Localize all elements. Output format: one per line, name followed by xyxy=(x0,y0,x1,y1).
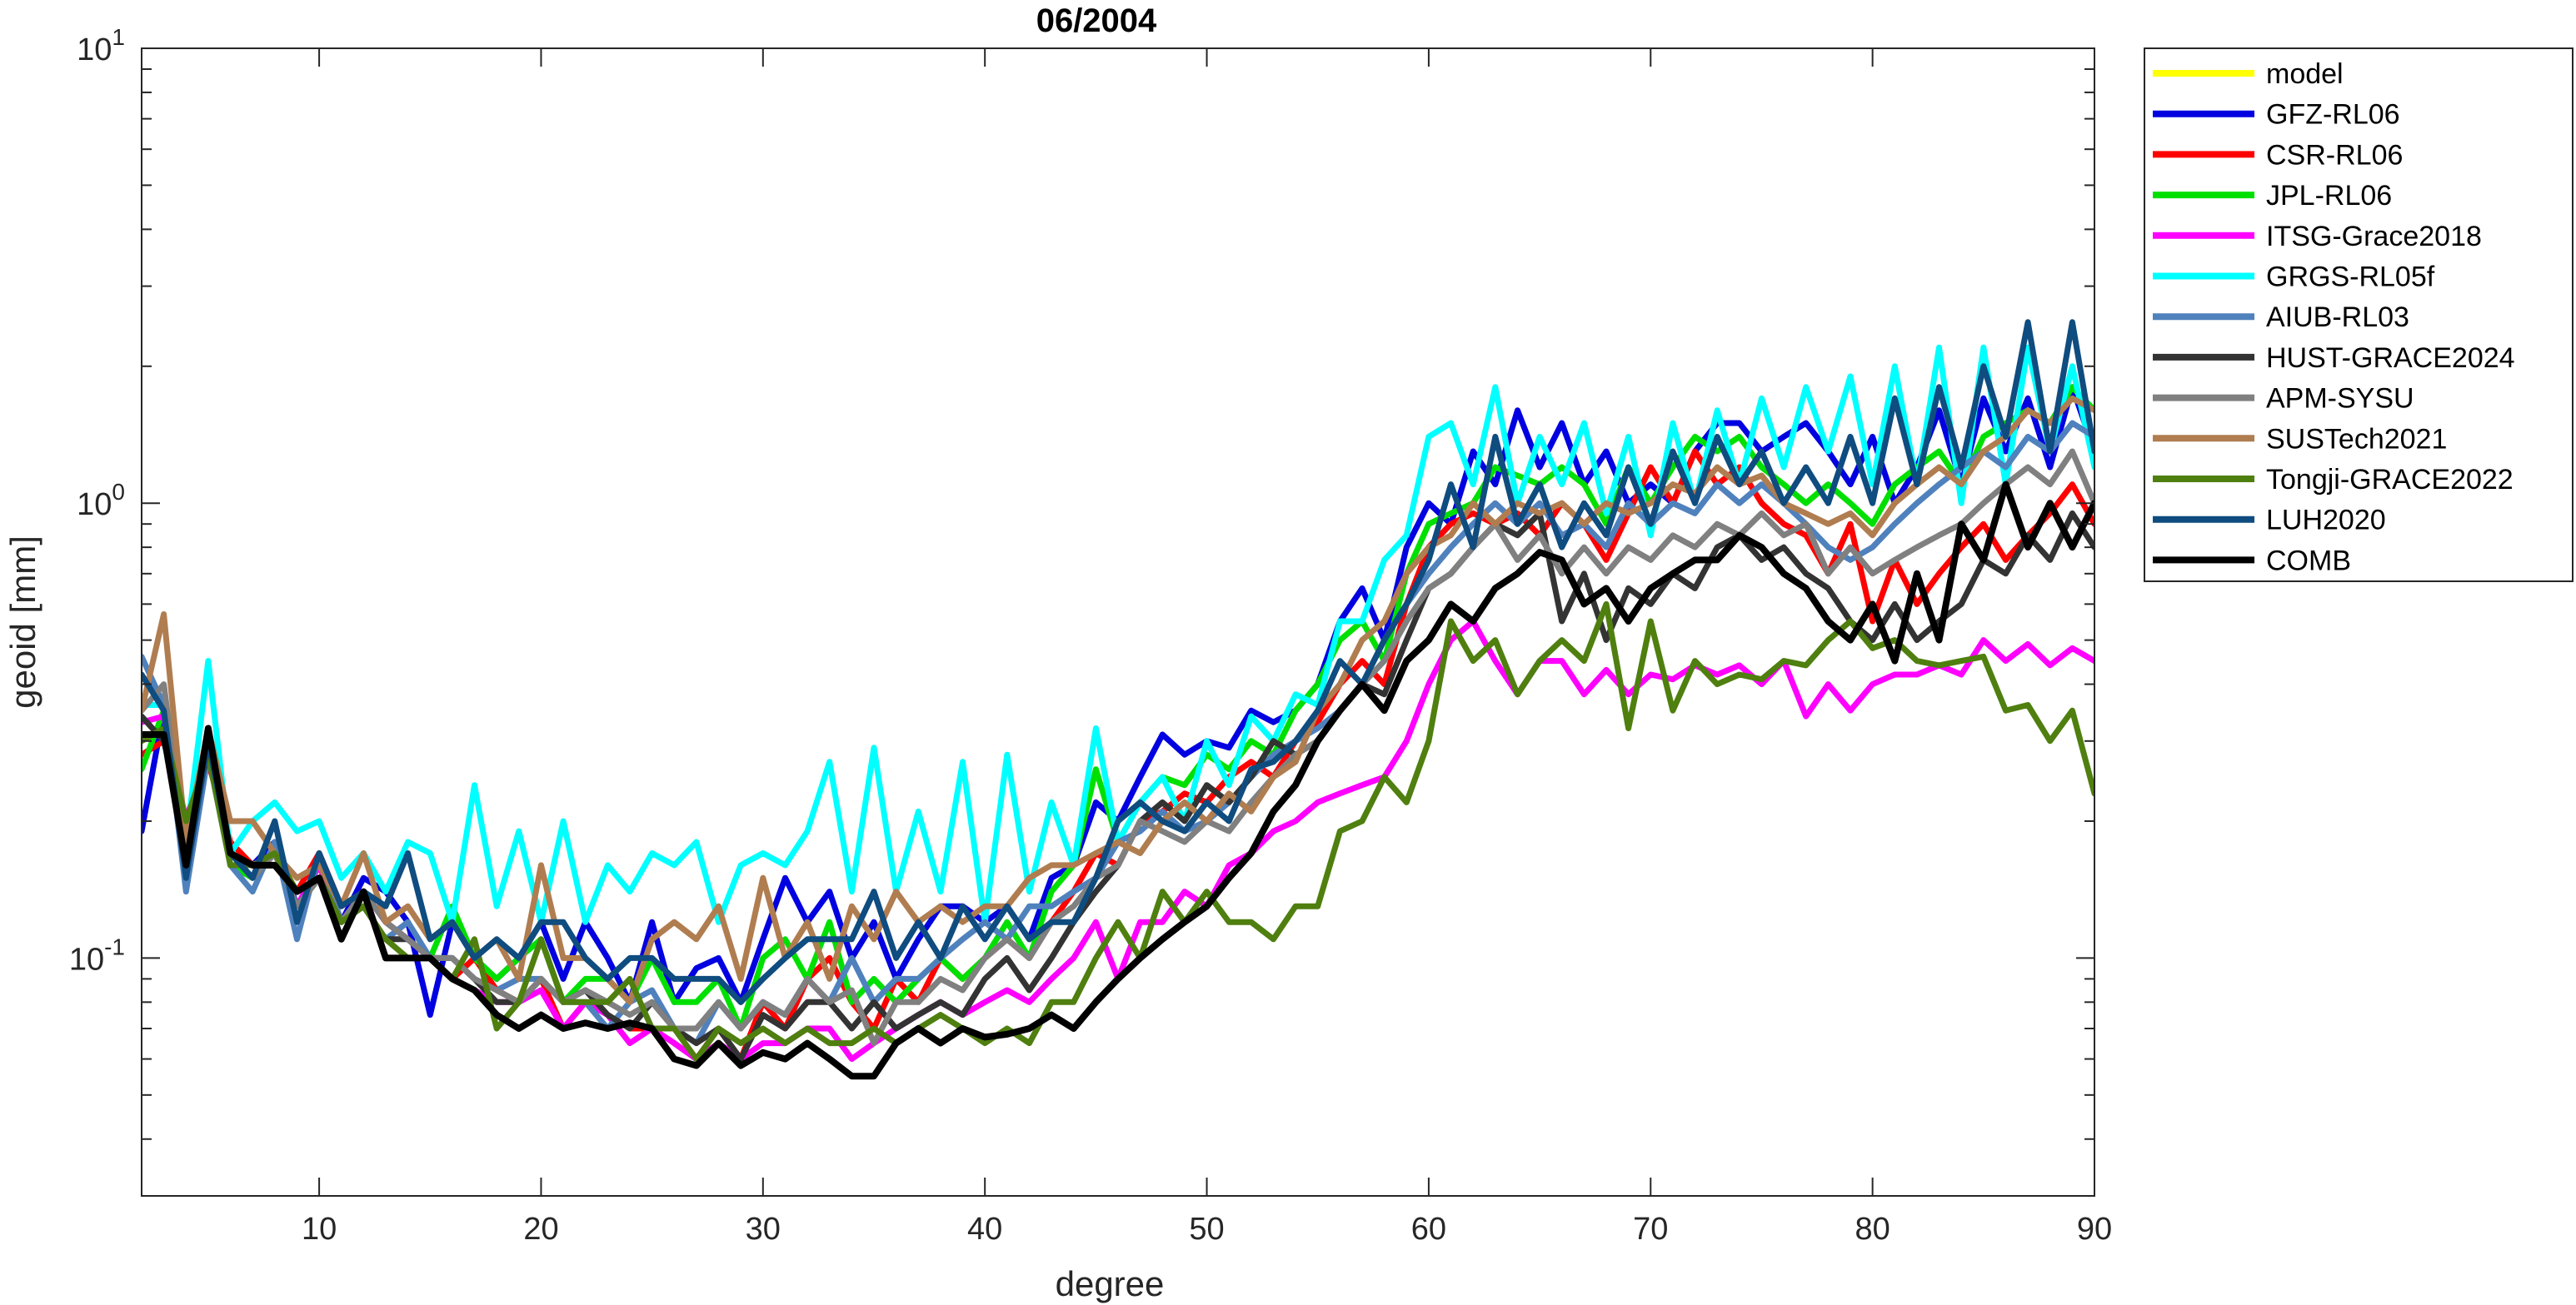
legend-label-itsg-grace2018: ITSG-Grace2018 xyxy=(2266,221,2482,252)
y-tick-label: 10-1 xyxy=(69,934,125,977)
legend-label-jpl-rl06: JPL-RL06 xyxy=(2266,180,2392,212)
x-tick-label: 10 xyxy=(302,1212,337,1247)
x-tick-label: 20 xyxy=(523,1212,558,1247)
y-axis-label: geoid [mm] xyxy=(3,535,42,709)
chart-title: 06/2004 xyxy=(1036,2,1157,39)
x-axis-label: degree xyxy=(1056,1264,1165,1303)
series-line-grgs-rl05f xyxy=(142,344,2094,925)
legend-label-sustech2021: SUSTech2021 xyxy=(2266,423,2447,455)
legend-label-gfz-rl06: GFZ-RL06 xyxy=(2266,99,2400,131)
legend-label-grgs-rl05f: GRGS-RL05f xyxy=(2266,261,2435,293)
x-tick-label: 50 xyxy=(1189,1212,1224,1247)
legend-label-apm-sysu: APM-SYSU xyxy=(2266,383,2414,415)
axis-ticks: 10 20 30 40 50 60 70 80 90 10-1 100 101 xyxy=(69,24,2112,1247)
y-tick-label: 100 xyxy=(77,479,125,522)
x-tick-label: 60 xyxy=(1411,1212,1446,1247)
legend-label-tongji-grace2022: Tongji-GRACE2022 xyxy=(2266,464,2514,496)
legend-label-comb: COMB xyxy=(2266,545,2351,576)
y-tick-label: 101 xyxy=(77,24,125,67)
x-tick-label: 40 xyxy=(967,1212,1002,1247)
series-line-luh2020 xyxy=(142,319,2094,1005)
legend-label-csr-rl06: CSR-RL06 xyxy=(2266,139,2403,171)
series-line-apm-sysu xyxy=(142,448,2094,1047)
series-line-tongji-grace2022 xyxy=(142,600,2094,1063)
x-tick-label: 30 xyxy=(746,1212,781,1247)
x-tick-label: 70 xyxy=(1633,1212,1668,1247)
x-tick-label: 90 xyxy=(2077,1212,2112,1247)
legend: model GFZ-RL06 CSR-RL06 JPL-RL06 ITSG-Grace2… xyxy=(2144,47,2574,582)
series-line-comb xyxy=(142,481,2094,1080)
legend-label-luh2020: LUH2020 xyxy=(2266,505,2386,536)
legend-label-model: model xyxy=(2266,58,2344,90)
series-layer xyxy=(142,319,2094,1080)
legend-label-aiub-rl03: AIUB-RL03 xyxy=(2266,301,2409,333)
plot-area-frame xyxy=(141,47,2095,1197)
legend-label-hust-grace2024: HUST-GRACE2024 xyxy=(2266,342,2515,374)
x-tick-label: 80 xyxy=(1855,1212,1890,1247)
